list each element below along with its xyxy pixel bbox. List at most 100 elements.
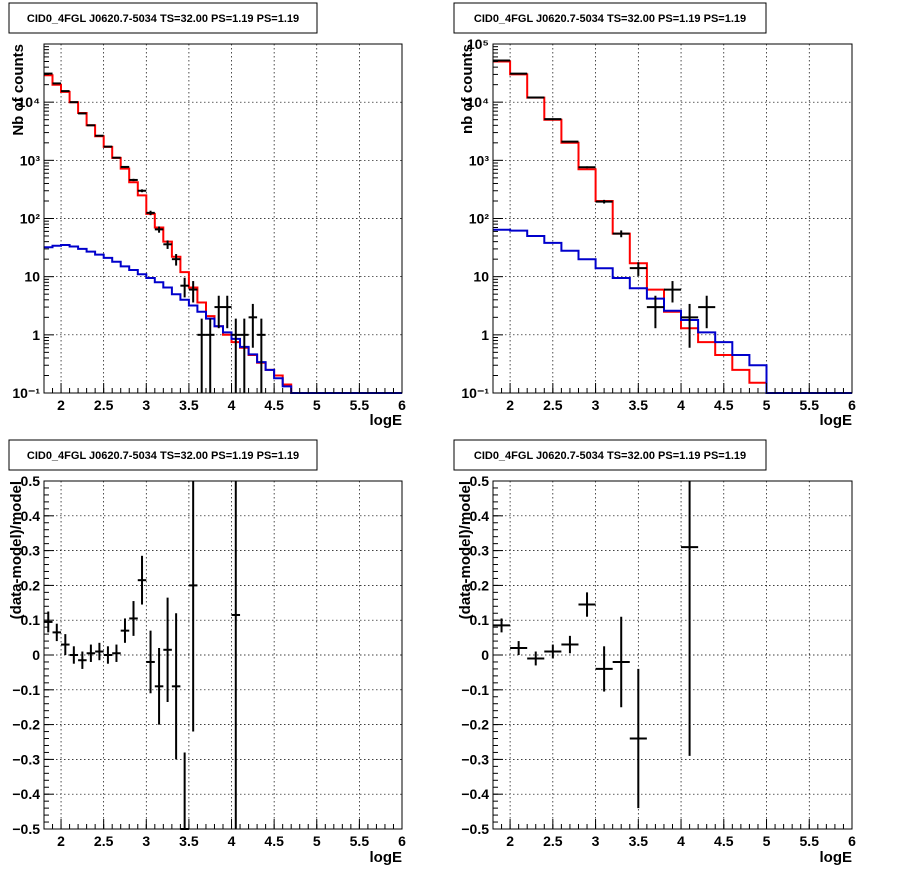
chart-title: CID0_4FGL J0620.7-5034 TS=32.00 PS=1.19 … [27,13,299,25]
chart-title: CID0_4FGL J0620.7-5034 TS=32.00 PS=1.19 … [474,13,746,25]
data-points [44,72,266,393]
data-point [231,481,241,829]
y-tick-label: −0.5 [12,821,40,837]
data-points [493,481,699,809]
y-axis-label: Nb of counts [10,44,27,136]
y-tick-label: 0.3 [470,543,490,559]
data-point [163,240,172,249]
y-tick-label: 0.5 [21,473,41,489]
x-tick-label: 5 [763,833,771,849]
x-axis-label: logE [370,849,403,866]
x-tick-label: 5 [763,397,771,413]
data-point [197,318,206,393]
axis-ticks: 2 2.5 3 3.5 4 4.5 5 5.5 6 −0.5 −0.4 −0.3 −0.2 −0.1 0 0.… [461,473,856,849]
data-point [646,295,664,329]
data-point [61,634,70,655]
data-point [188,281,198,303]
data-point [86,644,96,662]
data-point [146,630,155,694]
y-tick-label: 1 [32,327,40,343]
x-tick-label: 5 [313,833,321,849]
x-tick-label: 5.5 [800,397,820,413]
data-point [137,555,147,605]
panel-top-right: CID0_4FGL J0620.7-5034 TS=32.00 PS=1.19 … [453,2,856,429]
y-tick-label: 0.3 [21,543,41,559]
x-tick-label: 4 [228,833,236,849]
y-tick-label: 0.4 [470,508,490,524]
data-point [103,646,113,664]
panel-bottom-right: CID0_4FGL J0620.7-5034 TS=32.00 PS=1.19 … [453,439,856,866]
data-point [171,613,181,760]
y-tick-label: 10 [473,269,489,285]
x-tick-label: 3 [592,397,600,413]
data-point [578,592,596,617]
title-box [453,2,767,34]
y-tick-label: 10⁴ [467,94,490,110]
y-tick-label: 10² [20,211,41,227]
data-point [214,295,223,329]
data-point [595,646,613,692]
data-point [663,281,682,303]
y-axis-label: nb of counts [459,44,476,134]
y-tick-label: 10⁻¹ [12,385,40,401]
x-tick-label: 3.5 [179,397,199,413]
y-tick-label: 1 [481,327,489,343]
axis-ticks: 2 2.5 3 3.5 4 4.5 5 5.5 6 10⁻¹ 1 10 10² 10³ 10⁴ [12,46,406,413]
data-point [231,318,241,393]
x-tick-label: 3.5 [179,833,199,849]
data-point [595,199,613,204]
data-point [578,166,596,169]
data-point [527,651,545,666]
y-tick-label: −0.1 [461,682,489,698]
data-point [510,641,528,655]
x-tick-label: 5.5 [350,833,370,849]
data-points [44,481,241,830]
data-point [129,601,138,636]
x-tick-label: 5.5 [350,397,370,413]
data-point [103,145,113,148]
y-tick-label: 0.5 [470,473,490,489]
x-tick-label: 3 [592,833,600,849]
data-point [629,668,647,809]
y-tick-label: −0.2 [12,717,40,733]
y-tick-label: 0.1 [470,612,490,628]
chart-title: CID0_4FGL J0620.7-5034 TS=32.00 PS=1.19 … [27,450,299,462]
x-tick-label: 6 [398,833,406,849]
data-point [493,618,511,633]
x-tick-label: 4 [228,397,236,413]
data-point [78,112,87,115]
data-point [629,262,647,276]
data-point [240,318,249,393]
x-tick-label: 5.5 [800,833,820,849]
data-point [69,646,79,664]
x-tick-label: 3.5 [629,833,649,849]
data-point [154,226,164,233]
x-tick-label: 6 [848,397,856,413]
axis-ticks: 2 2.5 3 3.5 4 4.5 5 5.5 6 −0.5 −0.4 −0.3 −0.2 −0.1 0 0.… [12,473,406,849]
x-tick-label: 4 [677,833,685,849]
data-point [69,101,79,104]
x-tick-label: 2.5 [94,833,114,849]
chart-title: CID0_4FGL J0620.7-5034 TS=32.00 PS=1.19 … [474,450,746,462]
x-tick-label: 4.5 [264,397,284,413]
x-tick-label: 2 [506,833,514,849]
data-point [698,295,716,329]
data-point [205,318,215,393]
x-tick-label: 4 [677,397,685,413]
title-box [8,439,318,471]
x-tick-label: 4.5 [714,833,734,849]
panel-bottom-left: CID0_4FGL J0620.7-5034 TS=32.00 PS=1.19 … [8,439,406,866]
x-axis-label: logE [370,412,403,429]
data-point [257,318,266,393]
x-tick-label: 2.5 [94,397,114,413]
data-point [612,616,630,708]
data-point [95,134,104,137]
x-tick-label: 2 [57,397,65,413]
axis-ticks: 2 2.5 3 3.5 4 4.5 5 5.5 6 10⁻¹ 1 10 10² 10³ 10⁴ 10⁵ [461,36,856,413]
data-points [493,59,716,348]
y-tick-label: 10 [24,269,40,285]
y-tick-label: −0.5 [461,821,489,837]
y-tick-label: −0.4 [461,786,489,802]
